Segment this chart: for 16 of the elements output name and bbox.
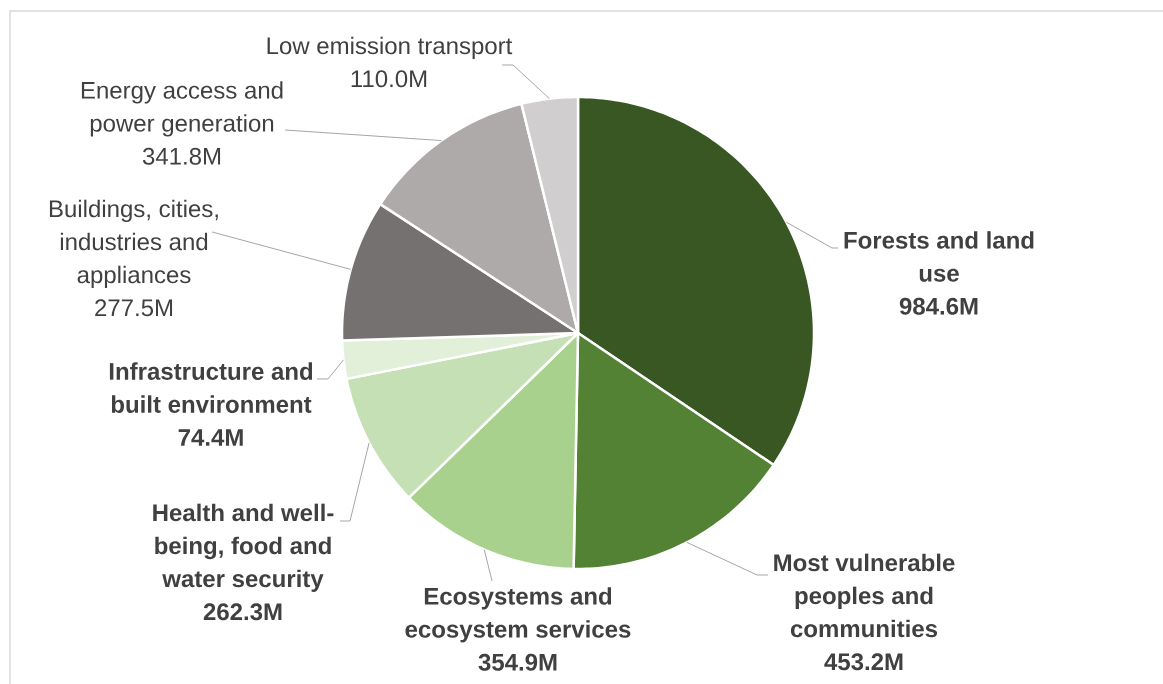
slice-label: Forests and land use	[844, 231, 1034, 282]
data-label: 341.8M	[142, 147, 221, 165]
slice-label: Health and well-being, food and water security	[153, 503, 334, 593]
data-label: 110.0M	[351, 70, 427, 88]
slice-label: Most vulnerable peoples and communities	[774, 553, 955, 638]
slice-label: Low emission transport	[267, 36, 513, 60]
slice-label: Ecosystems and ecosystem services	[405, 587, 631, 643]
slice-label: Buildings, cities, industries and appliances	[49, 199, 218, 289]
data-label: 984.6M	[899, 297, 978, 315]
data-label: 354.9M	[478, 653, 557, 671]
slice-label: Infrastructure and built environment	[109, 362, 313, 413]
data-label: 453.2M	[824, 653, 903, 671]
slice-label: Energy access and power generation	[81, 81, 283, 137]
data-label: 262.3M	[203, 603, 282, 621]
data-label: 74.4M	[178, 429, 243, 446]
data-label: 277.5M	[95, 299, 173, 317]
